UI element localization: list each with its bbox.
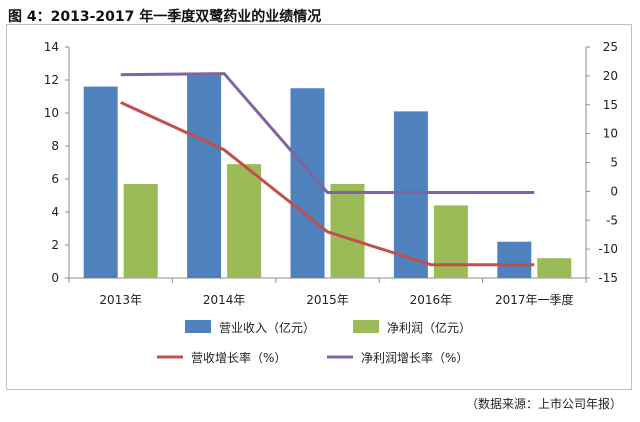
bar-revenue (393, 111, 428, 278)
y-left-tick-label: 0 (51, 271, 59, 285)
x-category-label: 2017年一季度 (495, 292, 574, 307)
y-left-tick-label: 2 (51, 238, 59, 252)
y-left-tick-label: 6 (51, 172, 59, 186)
y-left-tick-label: 10 (44, 106, 59, 120)
data-source-note: （数据来源：上市公司年报） (466, 397, 623, 411)
y-right-tick-label: 15 (603, 98, 618, 112)
combo-chart: 0 2 4 6 8 10 12 14 -15 -10 -5 0 5 10 15 20 25 2013年 2014年 2… (44, 40, 618, 365)
y-right-tick-label: 0 (610, 184, 618, 198)
legend-label: 营业收入（亿元） (219, 320, 315, 335)
y-left-tick-label: 4 (51, 205, 59, 219)
legend-label: 净利润增长率（%） (361, 350, 468, 365)
legend: 营业收入（亿元） 净利润（亿元） 营收增长率（%） 净利润增长率（%） (157, 320, 471, 365)
y-right-tick-label: -15 (598, 271, 618, 285)
y-right-tick-label: 5 (610, 156, 618, 170)
y-right-tick-label: 10 (603, 127, 618, 141)
bar-revenue (83, 86, 118, 278)
y-right-tick-label: -5 (606, 213, 618, 227)
bar-net-profit (330, 183, 365, 278)
bar-revenue (187, 75, 222, 278)
y-left-tick-label: 14 (44, 40, 59, 54)
bar-net-profit (537, 258, 572, 278)
net-profit-growth-line (120, 72, 535, 195)
y-right-tick-label: 20 (603, 69, 618, 83)
y-left-tick-label: 8 (51, 139, 59, 153)
figure-title: 图 4：2013-2017 年一季度双鹭药业的业绩情况 (8, 9, 322, 25)
legend-label: 净利润（亿元） (387, 320, 471, 335)
x-category-label: 2015年 (306, 293, 349, 307)
plot-area: 0 2 4 6 8 10 12 14 -15 -10 -5 0 5 10 15 20 25 2013年 2014年 2… (44, 40, 618, 307)
legend-label: 营收增长率（%） (191, 350, 286, 365)
bar-revenue (497, 241, 532, 278)
legend-swatch (353, 320, 379, 333)
bar-net-profit (123, 183, 158, 278)
x-category-label: 2013年 (99, 293, 142, 307)
chart-frame: 0 2 4 6 8 10 12 14 -15 -10 -5 0 5 10 15 20 25 2013年 2014年 2… (6, 24, 632, 390)
revenue-growth-line (120, 101, 535, 267)
x-category-label: 2016年 (410, 293, 453, 307)
x-category-label: 2014年 (203, 293, 246, 307)
y-right-tick-label: 25 (603, 40, 618, 54)
bar-net-profit (227, 164, 262, 278)
y-left-tick-label: 12 (44, 73, 59, 87)
bar-net-profit (433, 205, 468, 278)
legend-swatch (185, 320, 211, 333)
y-right-tick-label: -10 (598, 242, 618, 256)
